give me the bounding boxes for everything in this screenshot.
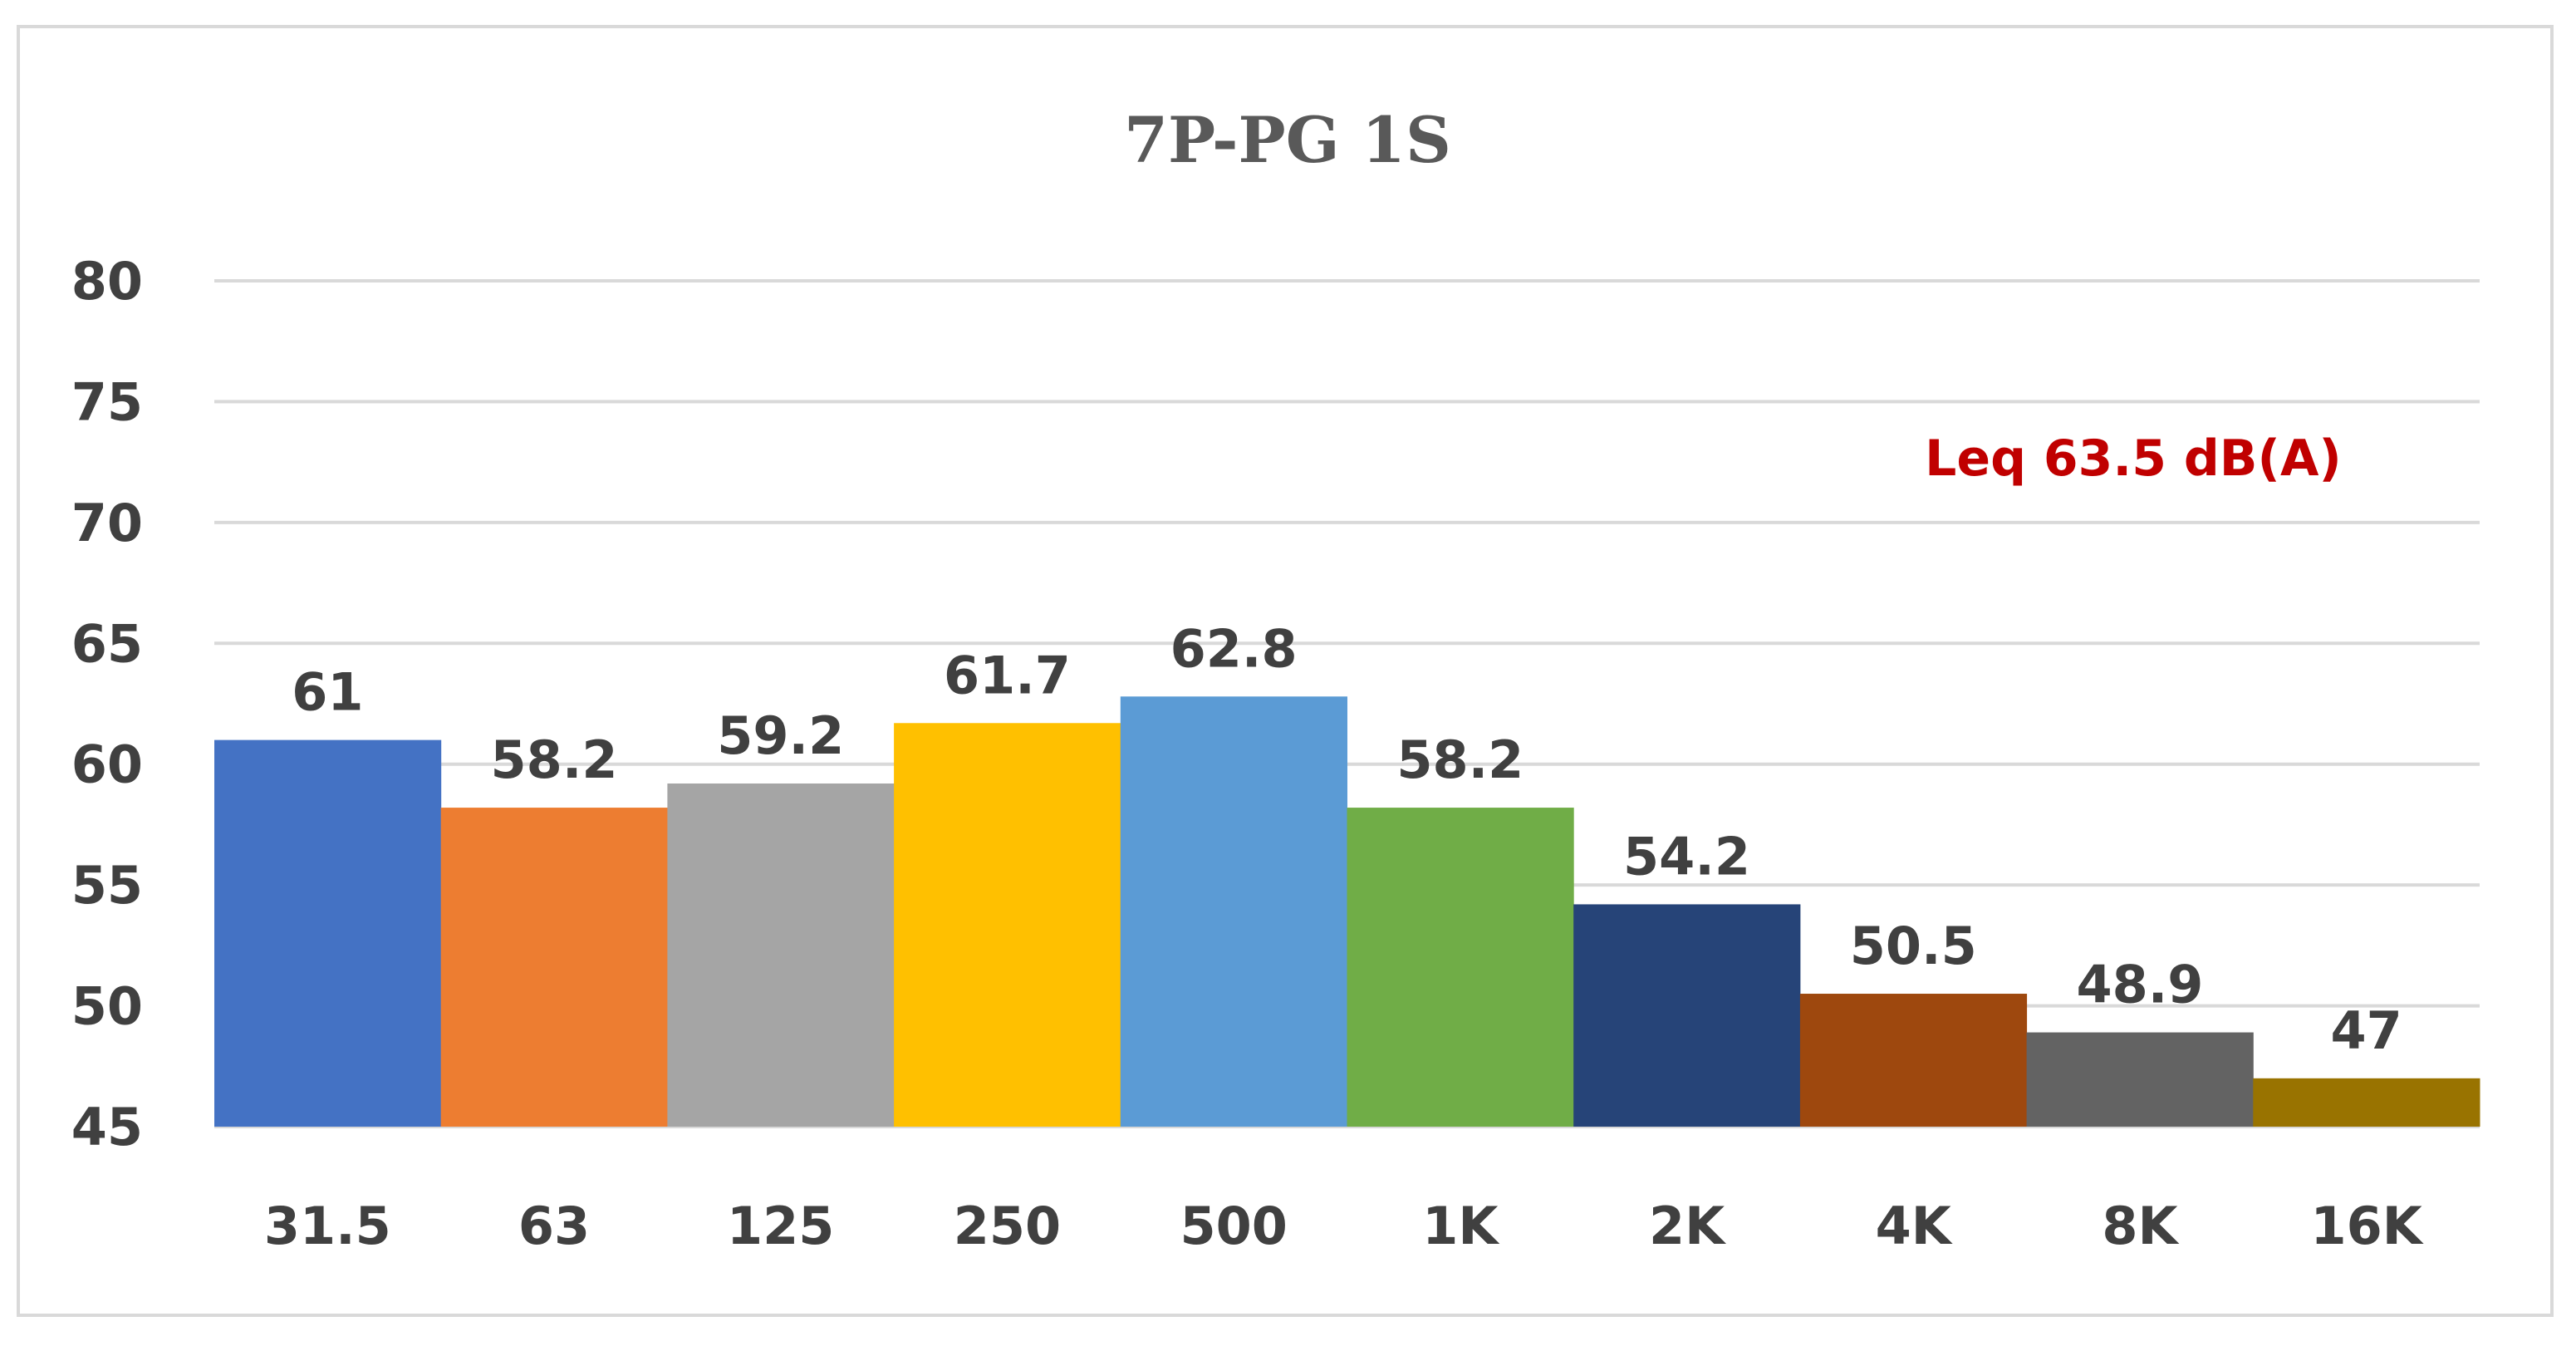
x-tick-label: 4K [1876,1196,1953,1256]
data-label: 61.7 [944,645,1071,705]
x-tick-label: 125 [727,1196,834,1256]
x-tick-label: 1K [1422,1196,1499,1256]
data-label: 61 [292,662,363,723]
y-tick-label: 65 [71,613,143,674]
x-tick-label: 250 [954,1196,1061,1256]
y-tick-label: 75 [71,371,143,432]
y-tick-label: 50 [71,976,143,1037]
data-label: 58.2 [1396,729,1524,790]
bar-8K [2026,1032,2254,1127]
data-label: 62.8 [1170,618,1298,679]
data-label: 59.2 [717,705,844,766]
data-label: 54.2 [1623,826,1750,887]
y-tick-label: 55 [71,855,143,916]
y-axis-ticks: 45 50 55 60 65 70 75 80 [71,251,143,1157]
bar-500 [1120,696,1347,1127]
y-tick-label: 70 [71,493,143,553]
leq-annotation: Leq 63.5 dB(A) [1925,430,2342,488]
bar-2K [1573,904,1801,1127]
bar-125 [667,783,895,1127]
x-tick-label: 63 [518,1196,590,1256]
x-tick-label: 31.5 [264,1196,391,1256]
x-tick-label: 8K [2102,1196,2179,1256]
data-label: 47 [2331,1000,2402,1061]
data-label: 48.9 [2076,955,2203,1015]
bar-250 [894,723,1121,1127]
bar-1K [1347,808,1574,1127]
x-axis-ticks: 31.5 63 125 250 500 1K 2K 4K 8K 16K [264,1196,2424,1256]
data-label: 58.2 [491,729,618,790]
bar-4K [1799,994,2028,1127]
bars [214,696,2480,1127]
y-tick-label: 80 [71,251,143,312]
x-tick-label: 16K [2310,1196,2423,1256]
y-tick-label: 45 [71,1097,143,1157]
bar-63 [440,808,668,1127]
data-label: 50.5 [1850,916,1977,976]
x-tick-label: 500 [1180,1196,1287,1256]
x-tick-label: 2K [1649,1196,1726,1256]
bar-31.5 [214,739,442,1127]
data-labels: 61 58.2 59.2 61.7 62.8 58.2 54.2 50.5 48.9 47 [292,618,2402,1061]
chart-title: 7P-PG 1S [1124,103,1451,177]
y-tick-label: 60 [71,734,143,795]
bar-16K [2253,1078,2480,1127]
